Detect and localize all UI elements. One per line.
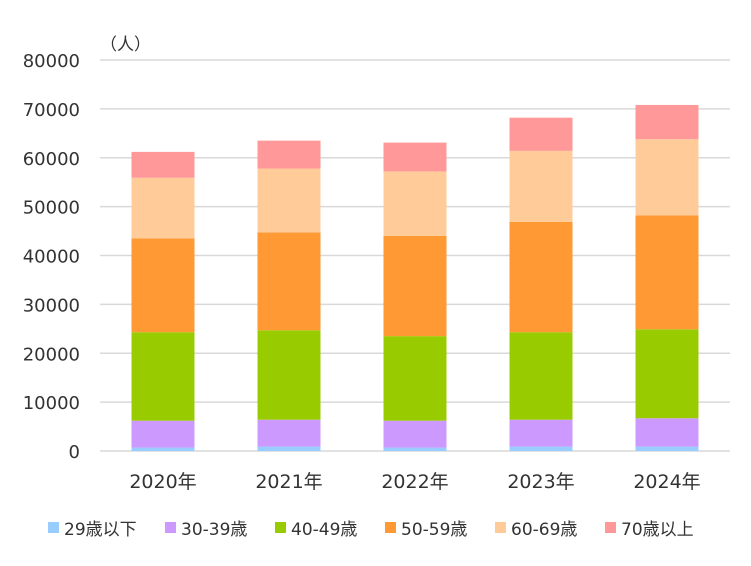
y-tick-label: 40000 [23,247,80,268]
bar-segment-2021年-40-49歳 [257,330,321,420]
legend-item: 29歳以下 [48,520,137,540]
y-tick-label: 50000 [23,198,80,219]
bar-segment-2024年-50-59歳 [635,215,699,330]
legend-swatch [165,522,176,533]
legend-label: 60-69歳 [511,520,577,540]
legend-label: 30-39歳 [181,520,247,540]
y-tick-label: 70000 [23,100,80,121]
legend-label: 50-59歳 [401,520,467,540]
bar-segment-2021年-29歳以下 [257,446,321,451]
bar-segment-2020年-50-59歳 [131,238,195,333]
bar-segment-2024年-70歳以上 [635,104,699,140]
bar-segment-2020年-30-39歳 [131,420,195,448]
legend-item: 40-49歳 [275,520,357,540]
legend-swatch [605,522,616,533]
bar-segment-2021年-30-39歳 [257,419,321,447]
bar-segment-2021年-60-69歳 [257,168,321,233]
bar-segment-2022年-60-69歳 [383,171,447,236]
unit-label: （人） [100,35,151,55]
y-tick-label: 0 [69,442,80,463]
x-tick-label: 2024年 [633,471,700,493]
bar-segment-2020年-29歳以下 [131,447,195,451]
bar-segment-2020年-40-49歳 [131,332,195,421]
legend-swatch [495,522,506,533]
bar-segment-2020年-60-69歳 [131,177,195,239]
x-tick-label: 2021年 [255,471,322,493]
legend-label: 40-49歳 [291,520,357,540]
x-tick-label: 2020年 [129,471,196,493]
bar-segment-2020年-70歳以上 [131,151,195,178]
bar-segment-2024年-29歳以下 [635,446,699,451]
legend-label: 70歳以上 [621,520,694,540]
bar-segment-2023年-50-59歳 [509,221,573,333]
bar-segment-2022年-50-59歳 [383,235,447,337]
y-tick-label: 30000 [23,295,80,316]
legend-item: 70歳以上 [605,520,694,540]
bar-segment-2023年-29歳以下 [509,446,573,451]
bar-segment-2022年-29歳以下 [383,447,447,451]
y-tick-label: 80000 [23,51,80,72]
legend-swatch [275,522,286,533]
bar-segment-2022年-30-39歳 [383,420,447,448]
legend-item: 50-59歳 [385,520,467,540]
bar-segment-2021年-70歳以上 [257,140,321,169]
bar-segment-2021年-50-59歳 [257,232,321,331]
legend-swatch [385,522,396,533]
bar-segment-2023年-70歳以上 [509,117,573,151]
bar-segment-2024年-40-49歳 [635,329,699,419]
bar-segment-2023年-40-49歳 [509,332,573,420]
bar-segment-2024年-30-39歳 [635,418,699,447]
x-tick-label: 2023年 [507,471,574,493]
bar-segment-2022年-40-49歳 [383,336,447,421]
legend-item: 30-39歳 [165,520,247,540]
bar-segment-2022年-70歳以上 [383,142,447,172]
bar-segment-2023年-30-39歳 [509,419,573,447]
y-tick-label: 10000 [23,393,80,414]
y-tick-label: 20000 [23,344,80,365]
y-tick-label: 60000 [23,149,80,170]
legend-item: 60-69歳 [495,520,577,540]
bar-segment-2023年-60-69歳 [509,150,573,222]
x-tick-label: 2022年 [381,471,448,493]
legend-label: 29歳以下 [64,520,137,540]
bar-segment-2024年-60-69歳 [635,139,699,216]
legend-swatch [48,522,59,533]
